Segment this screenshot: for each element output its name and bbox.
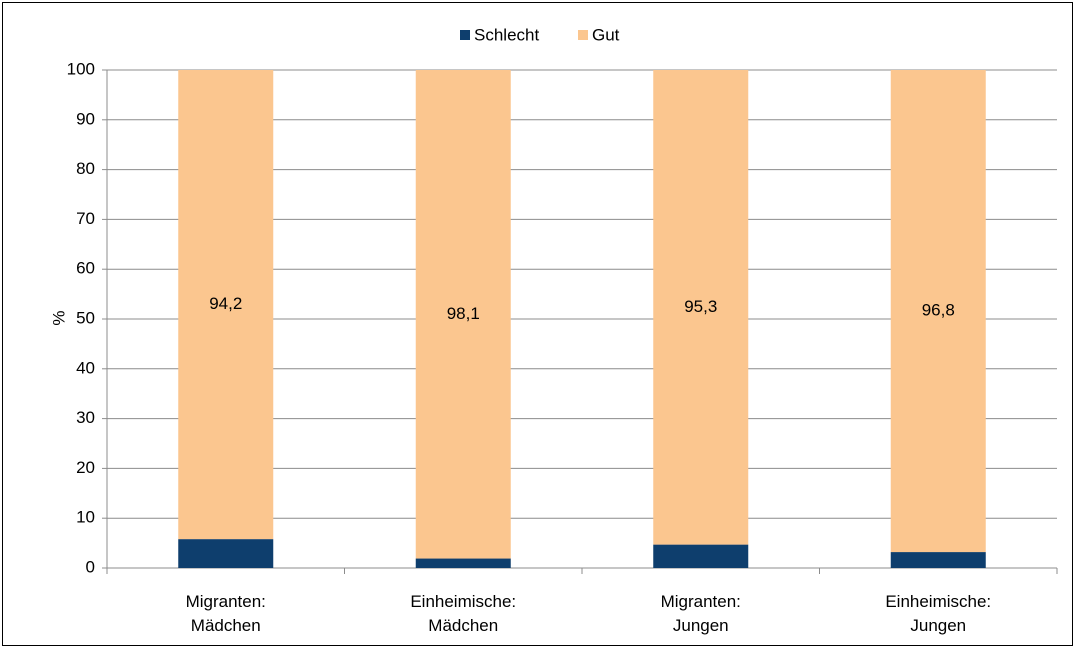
data-label: 96,8 [922, 301, 955, 320]
data-label: 95,3 [684, 297, 717, 316]
legend-swatch [460, 30, 470, 40]
y-tick-label: 30 [76, 408, 95, 427]
legend-label: Schlecht [474, 25, 539, 44]
bar-segment [890, 552, 986, 568]
y-axis-label: % [49, 310, 68, 325]
y-tick-label: 70 [76, 209, 95, 228]
y-tick-label: 0 [86, 557, 95, 576]
y-tick-label: 10 [76, 508, 95, 527]
legend-swatch [578, 30, 588, 40]
x-tick-label: Einheimische: Jungen [885, 592, 991, 635]
legend-label: Gut [592, 25, 620, 44]
x-tick-label: Migranten: Jungen [661, 592, 741, 635]
y-tick-label: 40 [76, 358, 95, 377]
y-tick-label: 20 [76, 458, 95, 477]
x-tick-label: Einheimische: Mädchen [410, 592, 516, 635]
y-tick-label: 60 [76, 259, 95, 278]
bar-segment [653, 70, 749, 545]
bar-segment [653, 544, 749, 568]
bar-segment [415, 70, 511, 559]
data-label: 98,1 [447, 304, 480, 323]
y-tick-label: 50 [76, 308, 95, 327]
y-tick-label: 80 [76, 159, 95, 178]
data-label: 94,2 [209, 294, 242, 313]
y-tick-label: 100 [67, 59, 95, 78]
bar-segment [178, 70, 274, 540]
y-tick-label: 90 [76, 109, 95, 128]
bar-segment [890, 70, 986, 553]
bar-segment [178, 539, 274, 568]
bar-segment [415, 558, 511, 568]
x-tick-label: Migranten: Mädchen [186, 592, 266, 635]
